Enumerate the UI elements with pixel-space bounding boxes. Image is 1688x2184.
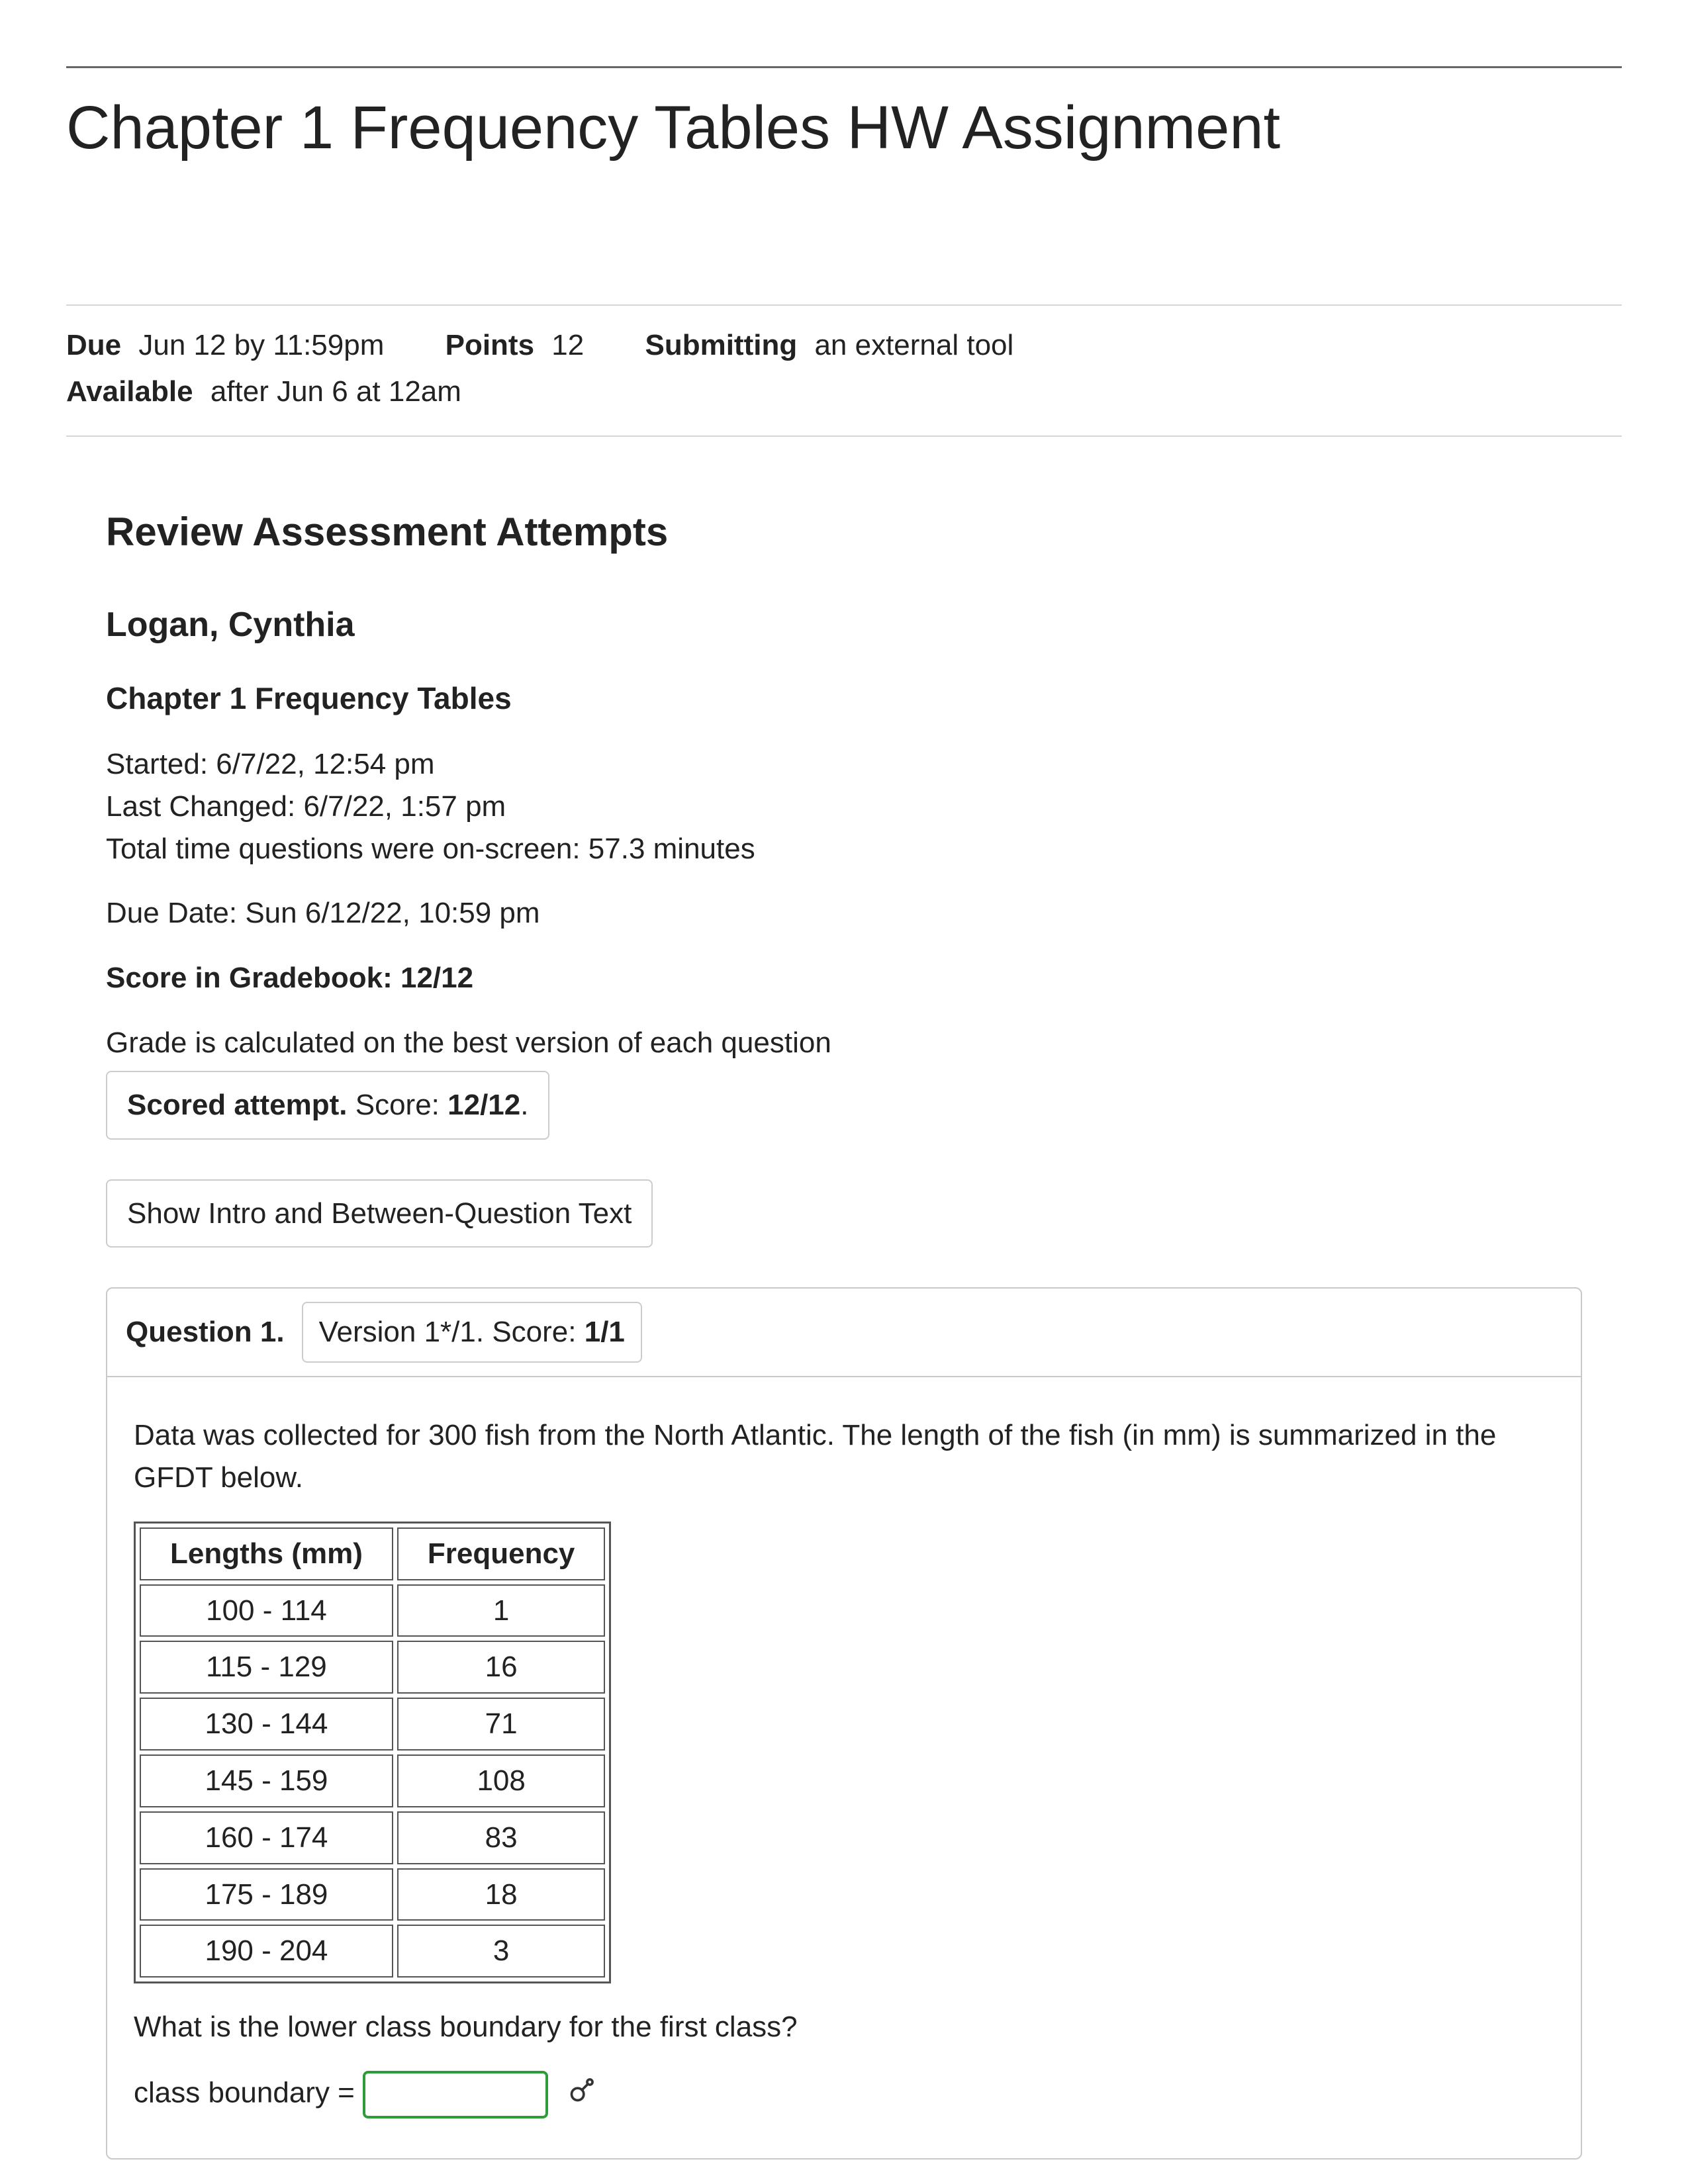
freq-cell: 3	[397, 1925, 606, 1978]
attempt-times: Started: 6/7/22, 12:54 pm Last Changed: …	[106, 743, 1582, 870]
question-1-header: Question 1. Version 1*/1. Score: 1/1	[107, 1289, 1581, 1377]
answer-label: class boundary =	[134, 2077, 363, 2109]
length-cell: 160 - 174	[140, 1811, 393, 1864]
length-cell: 115 - 129	[140, 1641, 393, 1694]
table-row: 130 - 144 71	[140, 1698, 605, 1751]
question-1-version-prefix: Version 1*/1. Score:	[319, 1316, 585, 1348]
freq-cell: 108	[397, 1754, 606, 1807]
freq-cell: 18	[397, 1868, 606, 1921]
question-1-version-score: 1/1	[585, 1316, 625, 1348]
scored-attempt-suffix: .	[520, 1089, 528, 1121]
onscreen-line: Total time questions were on-screen: 57.…	[106, 828, 1582, 870]
submitting-value: an external tool	[814, 329, 1013, 361]
sigma-icon[interactable]	[568, 2073, 597, 2116]
scored-attempt-score-value: 12/12	[447, 1089, 520, 1121]
table-row: 160 - 174 83	[140, 1811, 605, 1864]
due-value: Jun 12 by 11:59pm	[138, 329, 384, 361]
length-cell: 130 - 144	[140, 1698, 393, 1751]
table-row: 115 - 129 16	[140, 1641, 605, 1694]
page-title: Chapter 1 Frequency Tables HW Assignment	[66, 84, 1622, 172]
table-row: 190 - 204 3	[140, 1925, 605, 1978]
gfdt-table: Lengths (mm) Frequency 100 - 114 1 115 -…	[134, 1522, 611, 1983]
question-1-body: Data was collected for 300 fish from the…	[107, 1377, 1581, 2158]
points-value: 12	[551, 329, 584, 361]
length-cell: 145 - 159	[140, 1754, 393, 1807]
assignment-meta: Due Jun 12 by 11:59pm Points 12 Submitti…	[66, 304, 1622, 437]
last-changed-line: Last Changed: 6/7/22, 1:57 pm	[106, 786, 1582, 828]
table-row: 145 - 159 108	[140, 1754, 605, 1807]
student-name: Logan, Cynthia	[106, 600, 1582, 650]
question-1-version-box[interactable]: Version 1*/1. Score: 1/1	[302, 1302, 642, 1363]
freq-cell: 83	[397, 1811, 606, 1864]
points-label: Points	[445, 329, 534, 361]
assignment-subtitle: Chapter 1 Frequency Tables	[106, 676, 1582, 721]
freq-cell: 71	[397, 1698, 606, 1751]
length-cell: 175 - 189	[140, 1868, 393, 1921]
review-heading: Review Assessment Attempts	[106, 503, 1582, 561]
col-frequency: Frequency	[397, 1527, 606, 1580]
table-header-row: Lengths (mm) Frequency	[140, 1527, 605, 1580]
page-top-rule	[66, 66, 1622, 68]
question-1-prompt: Data was collected for 300 fish from the…	[134, 1414, 1554, 1499]
grade-note: Grade is calculated on the best version …	[106, 1022, 1582, 1064]
length-cell: 190 - 204	[140, 1925, 393, 1978]
table-row: 175 - 189 18	[140, 1868, 605, 1921]
available-label: Available	[66, 375, 193, 408]
started-line: Started: 6/7/22, 12:54 pm	[106, 743, 1582, 786]
question-1-card: Question 1. Version 1*/1. Score: 1/1 Dat…	[106, 1287, 1582, 2160]
question-1-followup: What is the lower class boundary for the…	[134, 2006, 1554, 2048]
available-value: after Jun 6 at 12am	[211, 375, 461, 408]
due-date-line: Due Date: Sun 6/12/22, 10:59 pm	[106, 892, 1582, 934]
submitting-label: Submitting	[645, 329, 797, 361]
table-row: 100 - 114 1	[140, 1584, 605, 1637]
gradebook-score: Score in Gradebook: 12/12	[106, 957, 1582, 999]
due-label: Due	[66, 329, 121, 361]
scored-attempt-score-label: Score:	[348, 1089, 448, 1121]
freq-cell: 1	[397, 1584, 606, 1637]
col-lengths: Lengths (mm)	[140, 1527, 393, 1580]
length-cell: 100 - 114	[140, 1584, 393, 1637]
scored-attempt-prefix: Scored attempt.	[127, 1089, 348, 1121]
answer-row: class boundary =	[134, 2071, 1554, 2118]
question-1-label: Question 1.	[126, 1311, 285, 1353]
show-intro-button[interactable]: Show Intro and Between-Question Text	[106, 1179, 653, 1248]
class-boundary-input[interactable]	[363, 2071, 548, 2118]
scored-attempt-box: Scored attempt. Score: 12/12.	[106, 1071, 549, 1140]
freq-cell: 16	[397, 1641, 606, 1694]
